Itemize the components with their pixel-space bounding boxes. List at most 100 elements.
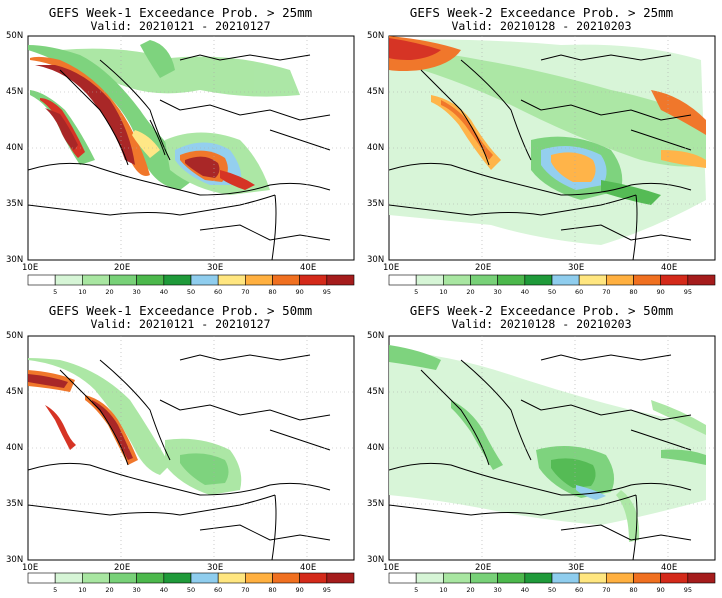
lat-label-40n: 40N xyxy=(367,443,385,453)
panel-week1-25mm: GEFS Week-1 Exceedance Prob. > 25mm Vali… xyxy=(0,0,361,300)
colorbar-tick-label: 80 xyxy=(629,586,637,594)
colorbar-swatch xyxy=(190,572,219,584)
coastlines xyxy=(27,354,331,561)
probability-shading xyxy=(389,345,706,542)
colorbar-swatch xyxy=(54,572,83,584)
colorbar: 5 10 20 30 40 50 60 70 80 90 95 xyxy=(27,274,355,296)
colorbar-tick-label: 60 xyxy=(575,288,583,296)
panel-week2-25mm: GEFS Week-2 Exceedance Prob. > 25mm Vali… xyxy=(361,0,722,300)
colorbar-swatch xyxy=(190,274,219,286)
colorbar-tick-label: 10 xyxy=(439,288,447,296)
lon-label-10e: 10E xyxy=(22,563,39,573)
coastlines xyxy=(27,54,331,261)
lat-label-40n: 40N xyxy=(367,143,385,153)
panel-valid-dates: Valid: 20210121 - 20210127 xyxy=(90,317,271,331)
colorbar-swatch xyxy=(299,274,328,286)
colorbar-swatch xyxy=(109,572,137,584)
lat-label-35n: 35N xyxy=(367,199,385,209)
lat-label-35n: 35N xyxy=(367,499,385,509)
panel-title: GEFS Week-1 Exceedance Prob. > 25mm xyxy=(48,5,313,20)
colorbar-tick-label: 5 xyxy=(53,288,57,296)
panel-week1-50mm: GEFS Week-1 Exceedance Prob. > 50mm Vali… xyxy=(0,300,361,598)
colorbar-tick-label: 90 xyxy=(296,586,304,594)
lat-label-45n: 45N xyxy=(6,87,24,97)
colorbar-swatch xyxy=(299,572,328,584)
lon-label-30e: 30E xyxy=(568,263,585,273)
colorbar-swatch xyxy=(415,274,444,286)
colorbar-tick-label: 60 xyxy=(214,586,222,594)
colorbar-tick-label: 50 xyxy=(548,586,556,594)
colorbar-tick-label: 40 xyxy=(160,288,168,296)
panel-title: GEFS Week-1 Exceedance Prob. > 50mm xyxy=(48,303,313,318)
panel-valid-dates: Valid: 20210121 - 20210127 xyxy=(90,19,271,33)
lon-label-10e: 10E xyxy=(383,563,400,573)
colorbar-swatch xyxy=(82,274,110,286)
colorbar-swatch xyxy=(326,274,355,286)
lat-label-50n: 50N xyxy=(6,331,24,341)
colorbar-tick-label: 30 xyxy=(494,586,502,594)
lat-label-45n: 45N xyxy=(367,387,385,397)
colorbar-tick-label: 70 xyxy=(241,288,249,296)
colorbar-swatch xyxy=(551,572,580,584)
panel-valid-dates: Valid: 20210128 - 20210203 xyxy=(451,317,632,331)
colorbar: 5 10 20 30 40 50 60 70 80 90 95 xyxy=(388,274,716,296)
colorbar-tick-label: 10 xyxy=(78,586,86,594)
colorbar-tick-label: 40 xyxy=(521,586,529,594)
lat-label-35n: 35N xyxy=(6,499,24,509)
colorbar-swatch xyxy=(606,572,634,584)
colorbar-swatch xyxy=(109,274,137,286)
colorbar-tick-label: 50 xyxy=(187,586,195,594)
colorbar-tick-label: 90 xyxy=(296,288,304,296)
colorbar-tick-label: 30 xyxy=(494,288,502,296)
colorbar-swatch xyxy=(660,572,689,584)
lat-label-50n: 50N xyxy=(6,31,24,41)
colorbar-swatch xyxy=(163,572,192,584)
lat-label-30n: 30N xyxy=(367,255,385,265)
colorbar-tick-label: 20 xyxy=(466,288,474,296)
lon-label-40e: 40E xyxy=(300,263,317,273)
colorbar-swatch xyxy=(388,572,417,584)
colorbar-tick-label: 70 xyxy=(602,586,610,594)
colorbar-swatch xyxy=(27,274,56,286)
lon-label-30e: 30E xyxy=(568,563,585,573)
probability-map xyxy=(388,335,716,561)
colorbar-tick-label: 5 xyxy=(414,288,418,296)
colorbar-swatch xyxy=(633,572,661,584)
colorbar-swatch xyxy=(136,274,165,286)
colorbar-swatch xyxy=(497,274,526,286)
colorbar-swatch xyxy=(217,572,246,584)
lon-label-20e: 20E xyxy=(475,563,492,573)
colorbar-swatch xyxy=(136,572,165,584)
colorbar-swatch xyxy=(551,274,580,286)
colorbar-tick-label: 40 xyxy=(521,288,529,296)
panel-title: GEFS Week-2 Exceedance Prob. > 25mm xyxy=(409,5,674,20)
colorbar-tick-label: 30 xyxy=(133,288,141,296)
lat-label-40n: 40N xyxy=(6,143,24,153)
colorbar-swatch xyxy=(217,274,246,286)
probability-map xyxy=(388,35,716,261)
lat-label-30n: 30N xyxy=(6,255,24,265)
colorbar-tick-label: 95 xyxy=(684,586,692,594)
gridlines xyxy=(389,36,715,260)
colorbar: 5 10 20 30 40 50 60 70 80 90 95 xyxy=(388,572,716,594)
lat-label-45n: 45N xyxy=(367,87,385,97)
gridlines xyxy=(389,336,715,560)
lon-label-20e: 20E xyxy=(475,263,492,273)
colorbar-tick-label: 80 xyxy=(629,288,637,296)
colorbar-swatch xyxy=(578,274,607,286)
panel-title: GEFS Week-2 Exceedance Prob. > 50mm xyxy=(409,303,674,318)
colorbar-swatch xyxy=(54,274,83,286)
colorbar-tick-label: 10 xyxy=(439,586,447,594)
colorbar-swatch xyxy=(578,572,607,584)
colorbar-tick-label: 5 xyxy=(414,586,418,594)
lon-label-30e: 30E xyxy=(207,563,224,573)
colorbar-tick-label: 10 xyxy=(78,288,86,296)
colorbar-swatch xyxy=(82,572,110,584)
colorbar-swatch xyxy=(687,572,716,584)
lat-label-35n: 35N xyxy=(6,199,24,209)
colorbar-tick-label: 50 xyxy=(548,288,556,296)
colorbar-tick-label: 60 xyxy=(575,586,583,594)
colorbar-swatch xyxy=(163,274,192,286)
colorbar-tick-label: 60 xyxy=(214,288,222,296)
lon-label-10e: 10E xyxy=(383,263,400,273)
